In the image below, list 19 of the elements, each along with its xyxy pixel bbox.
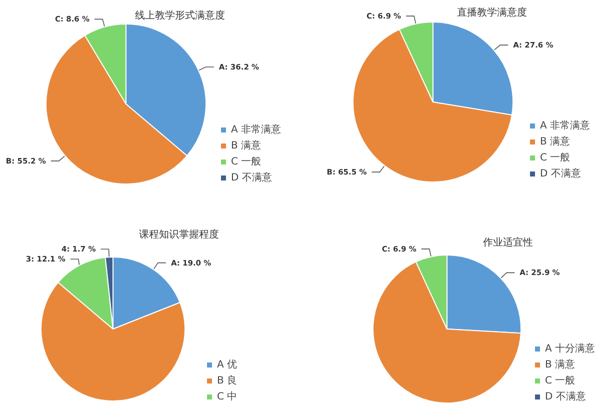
legend-label: B 良 <box>217 374 238 386</box>
legend-label: C 一般 <box>231 156 262 168</box>
legend-label: B 满意 <box>545 358 576 370</box>
legend-label: C 一般 <box>540 152 570 164</box>
legend-label: B 满意 <box>231 140 262 152</box>
chart-title: 作业适宜性 <box>482 236 533 248</box>
legend-label: B 满意 <box>540 136 570 148</box>
legend-label: C 中 <box>217 390 238 402</box>
chart-title: 课程知识掌握程度 <box>139 228 219 240</box>
legend-label: A 非常满意 <box>231 124 282 136</box>
chart-title: 直播教学满意度 <box>457 6 527 18</box>
legend-label: D 不满意 <box>540 168 581 180</box>
legend-label: A 优 <box>217 360 238 370</box>
chart-title: 线上教学形式满意度 <box>135 10 225 22</box>
legend-label: A 十分满意 <box>545 342 596 354</box>
legend-label: D 不满意 <box>231 172 272 184</box>
legend-label: C 一般 <box>545 376 576 386</box>
legend-label: D 不满意 <box>545 390 586 402</box>
legend-label: A 非常满意 <box>540 120 590 132</box>
